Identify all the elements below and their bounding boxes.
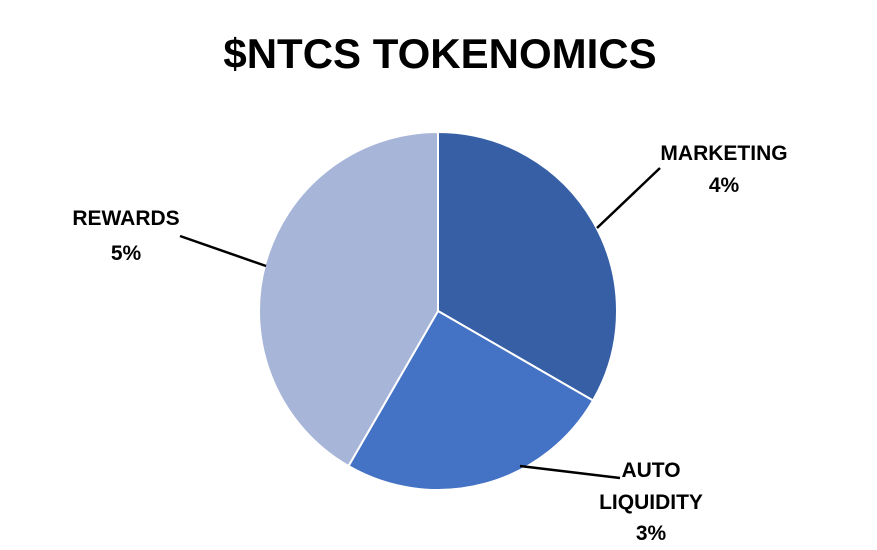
pie-slice-auto-liquidity: [347, 309, 595, 491]
slice-label-auto-liquidity: LIQUIDITY: [599, 491, 703, 514]
slice-label-rewards: REWARDS: [72, 207, 179, 230]
slice-value-marketing: 4%: [709, 174, 740, 197]
chart-title: $NTCS TOKENOMICS: [223, 30, 656, 77]
leader-lines: [179, 167, 661, 480]
slice-labels: MARKETING 4% AUTO LIQUIDITY 3% REWARDS 5%: [72, 142, 787, 545]
leader-line-marketing: [596, 167, 661, 229]
slice-label-marketing: MARKETING: [660, 142, 787, 165]
leader-line-rewards: [179, 234, 267, 268]
pie-slices: [258, 130, 618, 491]
leader-line-auto-liquidity: [519, 464, 621, 480]
slice-value-auto-liquidity: 3%: [636, 522, 667, 545]
slice-value-rewards: 5%: [111, 242, 142, 265]
pie-slice-marketing: [437, 130, 618, 402]
slice-label-auto-liquidity: AUTO: [621, 459, 680, 482]
